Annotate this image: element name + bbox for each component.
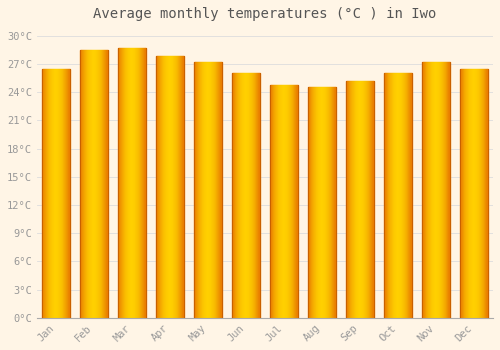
Title: Average monthly temperatures (°C ) in Iwo: Average monthly temperatures (°C ) in Iw… (93, 7, 436, 21)
